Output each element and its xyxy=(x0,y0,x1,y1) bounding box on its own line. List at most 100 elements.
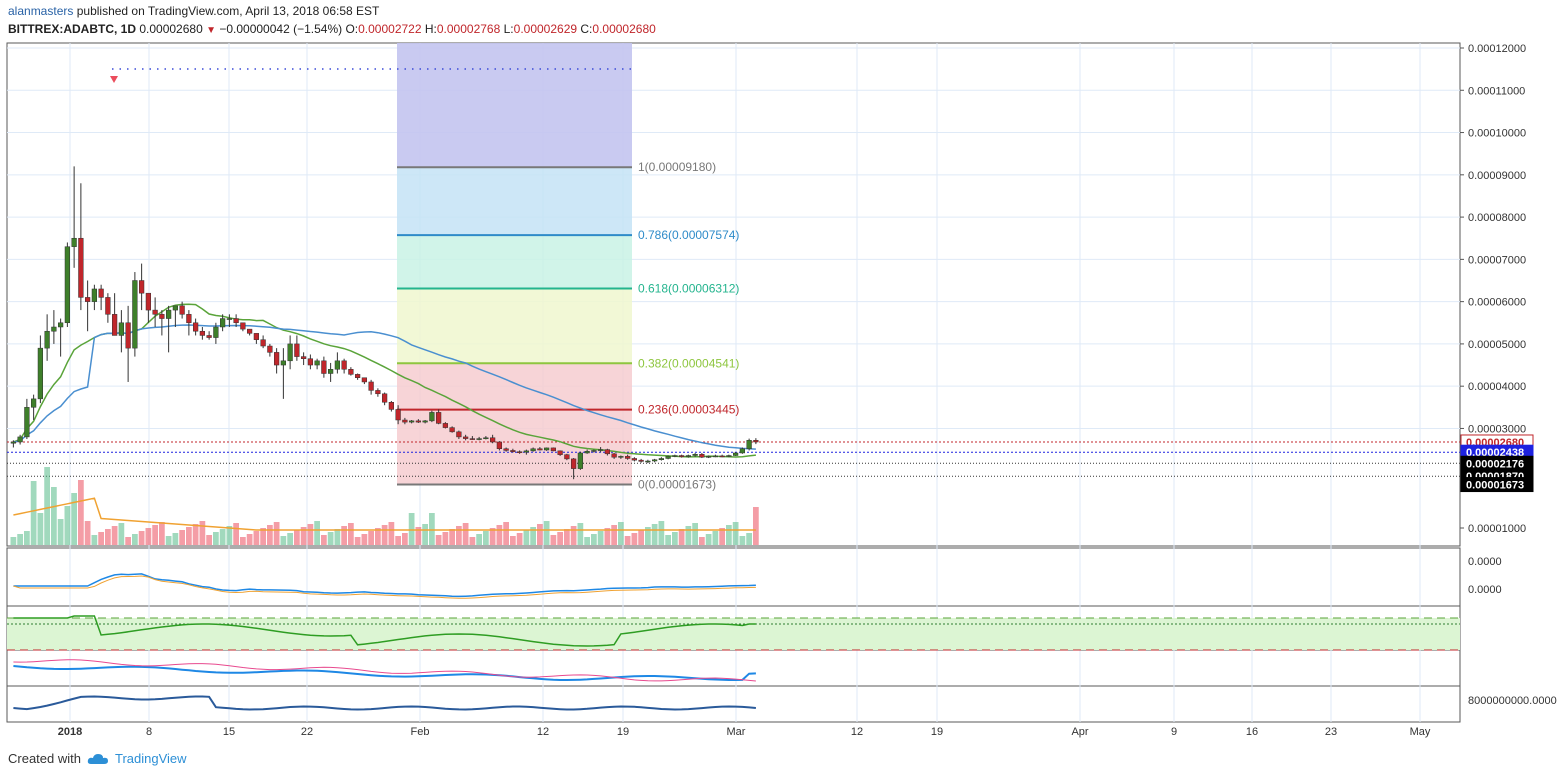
candle xyxy=(571,458,577,469)
volume-bar xyxy=(118,523,125,545)
volume-bar xyxy=(483,531,489,545)
price-chart[interactable]: 1(0.00009180) 0.786(0.00007574) 0.618(0.00… xyxy=(0,40,1566,745)
fib-label-0.382: 0.382(0.00004541) xyxy=(638,356,739,370)
author-link[interactable]: alanmasters xyxy=(8,4,74,18)
rsi-band xyxy=(7,618,1460,650)
volume-bar xyxy=(435,535,442,545)
volume-bar xyxy=(692,523,698,545)
candle xyxy=(598,449,604,451)
footer: Created with TradingView xyxy=(8,751,187,766)
volume-bar xyxy=(267,525,273,545)
volume-bar xyxy=(44,467,50,545)
candle xyxy=(692,453,698,456)
volume-bar xyxy=(597,531,604,545)
main-pane-frame xyxy=(6,42,1461,547)
volume-bar xyxy=(51,487,57,545)
candle xyxy=(213,326,219,338)
volume-bar xyxy=(327,532,334,545)
volume-bar xyxy=(530,527,536,545)
volume-bar xyxy=(564,529,570,545)
ma-green-line xyxy=(13,303,756,458)
volume-bar xyxy=(71,493,77,545)
volume-bar xyxy=(685,526,692,545)
volume-bar xyxy=(449,529,455,545)
x-tick-label: 8 xyxy=(146,726,152,738)
symbol-label: BITTREX:ADABTC, 1D xyxy=(8,22,136,36)
fib-zone-0.382 xyxy=(397,288,632,364)
candle xyxy=(510,450,516,452)
volume-bar xyxy=(253,531,260,545)
candle xyxy=(415,420,421,423)
price-label: 0.00001673 xyxy=(1466,480,1524,492)
tradingview-link[interactable]: TradingView xyxy=(114,751,187,766)
candle xyxy=(361,377,367,383)
candle xyxy=(503,448,509,451)
candle xyxy=(685,455,691,458)
signal-line xyxy=(13,575,756,599)
volume-bar xyxy=(395,536,401,545)
candle xyxy=(672,455,678,457)
macd-axis-label: 0.0000 xyxy=(1468,584,1502,596)
candle xyxy=(645,460,651,463)
volume-bar xyxy=(726,525,732,545)
candle xyxy=(260,339,266,347)
volume-bar xyxy=(537,524,543,545)
candle xyxy=(591,450,597,452)
volume-bar xyxy=(699,537,705,545)
candle xyxy=(355,374,361,378)
volume-bar xyxy=(37,513,44,545)
candle xyxy=(429,412,435,422)
volume-axis-label: 8000000000.0000 xyxy=(1468,695,1557,707)
volume-bar xyxy=(300,527,307,545)
candle xyxy=(449,427,455,433)
candle xyxy=(679,455,685,458)
candle xyxy=(652,459,658,462)
candle xyxy=(172,305,178,311)
candle xyxy=(17,436,23,443)
volume-bar xyxy=(604,528,611,545)
candle xyxy=(530,448,536,452)
price-tick-label: 0.00004000 xyxy=(1468,381,1526,393)
volume-bar xyxy=(712,531,719,545)
volume-bar xyxy=(105,529,111,545)
volume-bar xyxy=(10,537,17,545)
indicator-pane-1 xyxy=(6,547,1461,607)
volume-bar xyxy=(388,522,395,545)
volume-bar xyxy=(152,525,158,545)
publish-line: alanmasters published on TradingView.com… xyxy=(8,4,379,18)
candle xyxy=(733,452,739,456)
volume-bar xyxy=(719,528,725,545)
volume-bar xyxy=(273,522,280,545)
volume-bar xyxy=(523,530,530,545)
price-label-box xyxy=(1460,477,1534,493)
candle xyxy=(746,440,752,449)
volume-bar xyxy=(753,507,759,545)
volume-bar xyxy=(213,532,219,545)
x-tick-label: 19 xyxy=(931,726,943,738)
candle xyxy=(523,450,529,453)
tradingview-cloud-icon xyxy=(87,753,108,764)
candle xyxy=(301,356,307,359)
candle xyxy=(247,328,253,334)
volume-bar xyxy=(381,525,388,545)
volume-bar xyxy=(408,513,415,545)
price-tick-label: 0.00009000 xyxy=(1468,170,1526,182)
volume-ma-line xyxy=(13,497,756,531)
candle xyxy=(557,450,563,455)
price-tick-label: 0.00005000 xyxy=(1468,339,1526,351)
candle xyxy=(78,237,84,298)
volume-bar xyxy=(746,533,752,545)
candle xyxy=(517,451,523,453)
candle xyxy=(159,314,165,319)
candle xyxy=(341,360,347,370)
volume-bar xyxy=(618,522,624,545)
candle xyxy=(267,345,273,353)
volume-bar xyxy=(280,536,287,545)
fib-zone-0.786 xyxy=(397,167,632,236)
volume-bar xyxy=(415,527,422,545)
candle xyxy=(193,322,199,332)
candle xyxy=(125,322,131,349)
volume-bar xyxy=(341,526,347,545)
candle xyxy=(37,347,43,400)
rsi-line xyxy=(13,615,756,647)
